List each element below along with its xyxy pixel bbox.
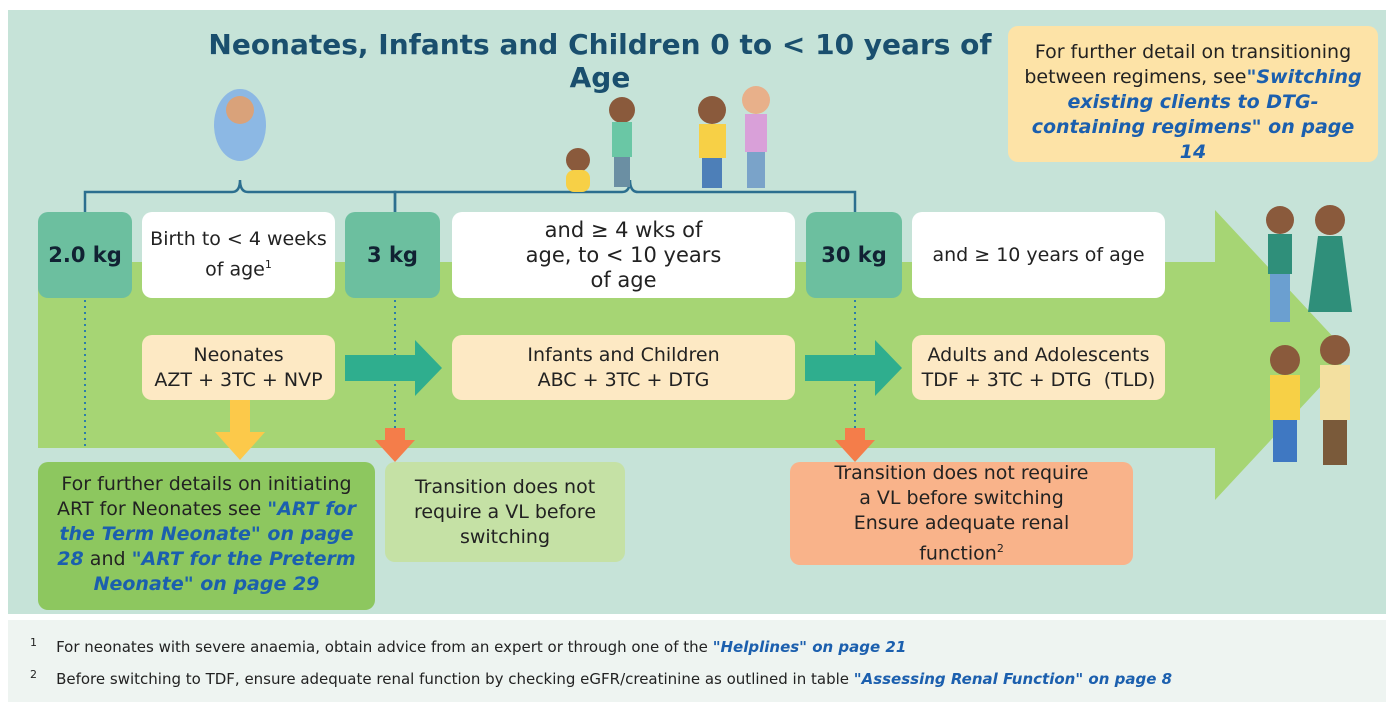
- regimen-drugs: AZT + 3TC + NVP: [154, 368, 322, 393]
- age-text: Birth to < 4 weeks of age: [150, 228, 327, 280]
- regimen-group: Neonates: [193, 343, 283, 368]
- footnote-link[interactable]: "Assessing Renal Function" on page 8: [854, 670, 1172, 688]
- neonate-link[interactable]: "ART for the Preterm Neonate" on page 29: [94, 548, 356, 595]
- note-box: For further detail on transitioning betw…: [1008, 26, 1378, 162]
- joiner: and: [90, 548, 126, 570]
- footnote-text: For neonates with severe anaemia, obtain…: [56, 638, 708, 656]
- transition-text: Transition does not require a VL before …: [830, 461, 1093, 511]
- title: Neonates, Infants and Children 0 to < 10…: [200, 28, 1000, 94]
- page: Neonates, Infants and Children 0 to < 10…: [0, 0, 1394, 709]
- footnote-ref: 2: [997, 542, 1004, 555]
- footnote-mark: 1: [30, 636, 37, 649]
- regimen-drugs: TDF + 3TC + DTG (TLD): [922, 368, 1156, 393]
- transition-box: Transition does not require a VL before …: [790, 462, 1133, 565]
- transition-box: Transition does not require a VL before …: [385, 462, 625, 562]
- brace: [85, 180, 395, 212]
- regimen-group: Adults and Adolescents: [928, 343, 1150, 368]
- weight-label: 2.0 kg: [38, 212, 132, 298]
- footnote-ref: 1: [265, 258, 272, 271]
- age-box: and ≥ 10 years of age: [912, 212, 1165, 298]
- age-box: and ≥ 4 wks of age, to < 10 years of age: [452, 212, 795, 298]
- footnotes: [8, 620, 1386, 702]
- footnote: 2 Before switching to TDF, ensure adequa…: [30, 668, 1172, 688]
- regimen-drugs: ABC + 3TC + DTG: [538, 368, 710, 393]
- children-icons: [566, 86, 770, 192]
- neonate-box: For further details on initiating ART fo…: [38, 462, 375, 610]
- regimen-group: Infants and Children: [527, 343, 719, 368]
- footnote-text: Before switching to TDF, ensure adequate…: [56, 670, 849, 688]
- weight-label: 3 kg: [345, 212, 440, 298]
- transition-text: Ensure adequate renal function: [854, 512, 1069, 564]
- footnote-mark: 2: [30, 668, 37, 681]
- baby-icon: [214, 89, 266, 161]
- age-box: Birth to < 4 weeks of age1: [142, 212, 335, 298]
- footnote: 1 For neonates with severe anaemia, obta…: [30, 636, 906, 656]
- footnote-link[interactable]: "Helplines" on page 21: [713, 638, 907, 656]
- weight-label: 30 kg: [806, 212, 902, 298]
